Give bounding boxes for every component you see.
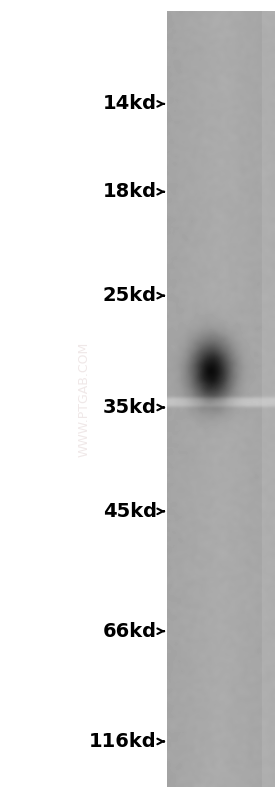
Text: 25kd: 25kd xyxy=(103,286,157,305)
Text: WWW.PTGAB.COM: WWW.PTGAB.COM xyxy=(78,342,90,457)
Text: 66kd: 66kd xyxy=(103,622,157,641)
Text: 45kd: 45kd xyxy=(103,502,157,521)
Text: 18kd: 18kd xyxy=(103,182,157,201)
Text: 35kd: 35kd xyxy=(103,398,157,417)
Text: 116kd: 116kd xyxy=(89,732,157,751)
Text: 14kd: 14kd xyxy=(103,94,157,113)
